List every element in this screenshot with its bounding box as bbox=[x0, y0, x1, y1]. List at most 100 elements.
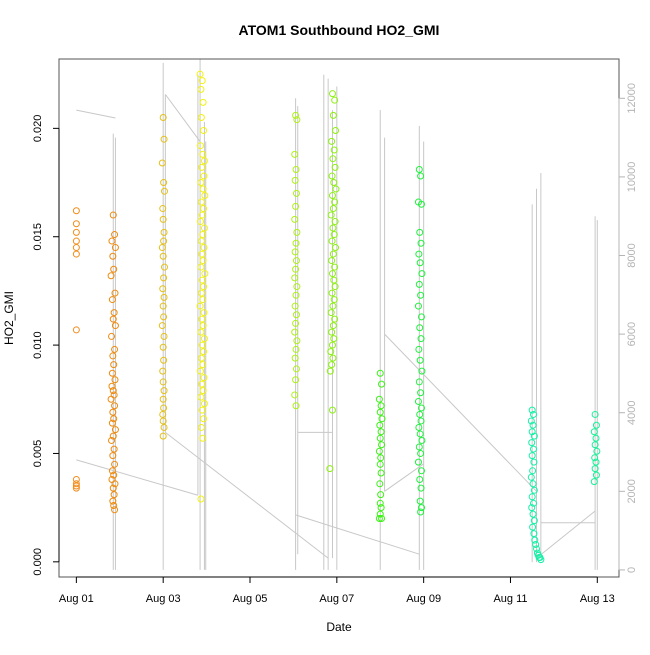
data-point bbox=[528, 493, 536, 501]
data-point bbox=[201, 192, 209, 200]
data-point bbox=[376, 460, 384, 468]
data-point bbox=[291, 328, 299, 336]
data-point bbox=[328, 270, 336, 278]
data-point bbox=[198, 77, 206, 85]
data-point bbox=[200, 205, 208, 213]
data-point bbox=[72, 244, 80, 252]
data-point bbox=[111, 244, 119, 252]
y-axis-left: 0.000 0.005 0.010 0.015 0.020 bbox=[32, 115, 60, 576]
data-point bbox=[416, 228, 424, 236]
data-point bbox=[292, 319, 300, 327]
y-tick-label: 0.000 bbox=[32, 548, 44, 576]
data-point bbox=[200, 244, 208, 252]
data-point bbox=[198, 341, 206, 349]
data-point bbox=[592, 421, 600, 429]
data-point bbox=[110, 361, 118, 369]
data-point bbox=[108, 382, 116, 390]
data-point bbox=[197, 495, 205, 503]
data-point bbox=[72, 482, 80, 490]
data-point bbox=[72, 326, 80, 334]
y-tick-label: 0.005 bbox=[32, 440, 44, 468]
data-point bbox=[592, 471, 600, 479]
data-point bbox=[417, 508, 425, 516]
data-point bbox=[196, 70, 204, 78]
data-point bbox=[110, 309, 118, 317]
data-point bbox=[416, 497, 424, 505]
data-point bbox=[291, 215, 299, 223]
data-point bbox=[196, 302, 204, 310]
data-point bbox=[293, 283, 301, 291]
data-point bbox=[110, 415, 118, 423]
data-point bbox=[111, 376, 119, 384]
x-tick-label: Aug 01 bbox=[59, 593, 94, 605]
data-point bbox=[72, 480, 80, 488]
data-point bbox=[158, 159, 166, 167]
data-point bbox=[197, 328, 205, 336]
data-point bbox=[529, 499, 537, 507]
data-point bbox=[109, 452, 117, 460]
data-point bbox=[292, 189, 300, 197]
data-point bbox=[108, 419, 116, 427]
data-point bbox=[199, 296, 207, 304]
data-point bbox=[377, 454, 385, 462]
data-point bbox=[376, 408, 384, 416]
data-point bbox=[197, 85, 205, 93]
data-point bbox=[326, 367, 334, 375]
data-point bbox=[198, 250, 206, 258]
data-point bbox=[111, 402, 119, 410]
data-point bbox=[159, 114, 167, 122]
data-point bbox=[375, 514, 383, 522]
data-point bbox=[108, 369, 116, 377]
data-point bbox=[201, 270, 209, 278]
data-point bbox=[376, 499, 384, 507]
data-point bbox=[159, 302, 167, 310]
data-point bbox=[527, 473, 535, 481]
data-point bbox=[417, 417, 425, 425]
data-point bbox=[160, 263, 168, 271]
data-point bbox=[72, 237, 80, 245]
data-point bbox=[109, 387, 117, 395]
data-point bbox=[331, 96, 339, 104]
data-point bbox=[537, 556, 545, 564]
data-point bbox=[200, 348, 208, 356]
data-point bbox=[332, 185, 340, 193]
data-point bbox=[160, 332, 168, 340]
data-point bbox=[330, 276, 338, 284]
data-point bbox=[159, 410, 167, 418]
data-point bbox=[159, 285, 167, 293]
data-point bbox=[328, 90, 336, 98]
altitude-connector bbox=[536, 510, 596, 559]
data-point bbox=[415, 443, 423, 451]
data-point bbox=[159, 343, 167, 351]
data-point bbox=[160, 404, 168, 412]
data-point bbox=[107, 395, 115, 403]
data-point bbox=[200, 400, 208, 408]
data-point bbox=[158, 322, 166, 330]
data-point bbox=[107, 272, 115, 280]
y-tick-label: 0.015 bbox=[32, 223, 44, 251]
data-point bbox=[529, 410, 537, 418]
data-point bbox=[199, 361, 207, 369]
data-point bbox=[417, 172, 425, 180]
data-point bbox=[330, 179, 338, 187]
data-point bbox=[529, 510, 537, 518]
data-point bbox=[330, 296, 338, 304]
altitude-connector bbox=[76, 109, 116, 119]
data-point bbox=[417, 404, 425, 412]
data-point bbox=[377, 504, 385, 512]
x-tick-label: Aug 09 bbox=[406, 593, 441, 605]
data-point bbox=[527, 417, 535, 425]
altitude-connector bbox=[164, 94, 201, 142]
data-point bbox=[159, 252, 167, 260]
data-point bbox=[378, 380, 386, 388]
data-point bbox=[110, 265, 118, 273]
data-point bbox=[198, 315, 206, 323]
data-point bbox=[198, 380, 206, 388]
y-tick-label: 0.010 bbox=[32, 331, 44, 359]
data-point bbox=[418, 367, 426, 375]
data-point bbox=[529, 421, 537, 429]
data-point bbox=[160, 356, 168, 364]
data-point bbox=[529, 467, 537, 475]
